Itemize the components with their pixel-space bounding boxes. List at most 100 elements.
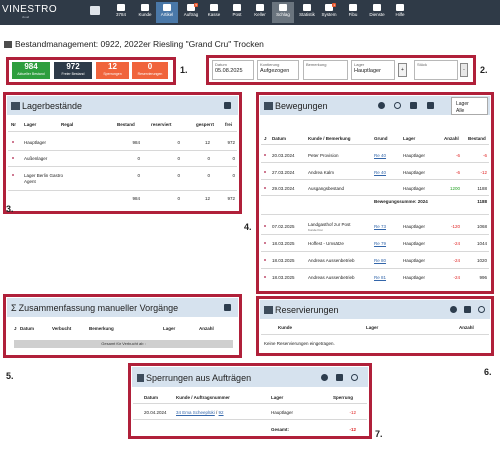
expand-icon[interactable] [336, 374, 343, 381]
nav-label: Kunde [138, 12, 152, 17]
nav-post[interactable]: Post [226, 2, 248, 23]
grund-link[interactable]: Re 73 [374, 224, 387, 229]
divider [8, 166, 237, 167]
col-gesperrt: gesperrt [196, 122, 215, 127]
nav-label: Kasse [207, 12, 221, 17]
stueck-field[interactable]: Stück [414, 60, 458, 80]
chevron-down-icon[interactable] [450, 306, 457, 313]
datum-input[interactable]: 05.08.2025 [215, 68, 243, 74]
expand-icon[interactable] [224, 304, 231, 311]
lager-select[interactable]: Hauptlager [354, 68, 381, 74]
cell-lager: Hauptlager [403, 186, 426, 191]
nav-kasse[interactable]: Kasse [203, 2, 225, 23]
marker-2: 2. [480, 65, 488, 75]
user-icon [141, 4, 149, 11]
layers-icon [264, 102, 273, 110]
print-icon[interactable] [410, 102, 417, 109]
nav-schlag[interactable]: Schlag [272, 2, 294, 23]
chevron-down-icon[interactable] [321, 374, 328, 381]
row-marker [264, 225, 266, 227]
stueck-input[interactable] [415, 67, 457, 68]
cell-bestand: 996 [479, 275, 487, 280]
cell-bestand: 1044 [476, 241, 487, 246]
nav-label: Hilfe [395, 12, 405, 17]
nav-keller[interactable]: Keller [249, 2, 271, 23]
col-lager: Lager [24, 122, 37, 127]
cell-kunde: Andrea Kalm [308, 170, 335, 175]
marker-1: 1. [180, 65, 188, 75]
col-lager: Lager [366, 325, 379, 330]
datum-field[interactable]: Datum 05.08.2025 [212, 60, 254, 80]
empty-message: Keine Reservierungen eingetragen. [264, 341, 335, 346]
collapse-menu-button[interactable] [88, 4, 102, 18]
cell-lager: Hauptlager [403, 275, 426, 280]
grund-link[interactable]: Re 80 [374, 258, 387, 263]
auftrag-link[interactable]: 92 [218, 410, 224, 415]
barrel-icon [256, 4, 264, 11]
menu-icon [90, 6, 100, 15]
cash-register-icon [210, 4, 218, 11]
expand-icon[interactable] [224, 102, 231, 109]
gesamt-label: Gesamt: [271, 427, 290, 432]
grund-link[interactable]: Re 40 [374, 153, 387, 158]
grund-link[interactable]: Re 79 [374, 241, 387, 246]
sperrungen-title: Sperrungen aus Aufträgen [137, 373, 251, 383]
col-anzahl: Anzahl [459, 325, 474, 330]
expand-icon[interactable] [464, 306, 471, 313]
stat-label: Sperrungen [103, 72, 122, 76]
bemerkung-input[interactable] [304, 67, 347, 68]
total-frei: 972 [227, 196, 235, 201]
nav-label: Keller [254, 12, 266, 17]
nav-label: Schlag [276, 12, 290, 17]
cell-datum: 20.03.2024 [272, 153, 295, 158]
kunde-link[interactable]: 34 Ema Scheeplüki [176, 410, 215, 415]
gesamt-value: -12 [349, 427, 356, 432]
nav-system[interactable]: 1 System [318, 2, 340, 23]
kontierung-select[interactable]: Aufgezogen [260, 68, 290, 74]
divider [133, 403, 367, 404]
col-bestand: Bestand [117, 122, 135, 127]
nav-fibu[interactable]: Fibu [342, 2, 364, 23]
cell-kunde: Landgasthof zur Post [308, 222, 351, 227]
col-sperrung: Sperrung [333, 395, 354, 400]
cell-kunde-sub: Kunde Frei [308, 228, 323, 232]
divider [261, 179, 489, 180]
kontierung-field[interactable]: Kontierung Aufgezogen [257, 60, 299, 80]
divider [261, 234, 489, 235]
nav-artikel[interactable]: Artikel [156, 2, 178, 23]
stat-label: Aktueller Bestand [17, 72, 45, 76]
nav-auftrag[interactable]: 5 Auftrag [180, 2, 202, 23]
nav-label: Fibu [348, 12, 358, 17]
lager-filter-button[interactable]: Lager Alle [451, 97, 488, 115]
page-title: Bestandmanagement: 0922, 2022er Riesling… [4, 39, 264, 49]
lager-field[interactable]: Lager Hauptlager [351, 60, 395, 80]
stat-value: 972 [66, 62, 80, 71]
nav-kunde[interactable]: Kunde [134, 2, 156, 23]
gesamt-summary-bar: Gesamt für Verbucht ab : [14, 340, 233, 348]
cell-datum: 29.03.2024 [272, 186, 295, 191]
nav-dienste[interactable]: Dienste [366, 2, 388, 23]
cell-bestand: -6 [482, 153, 487, 158]
bewegungen-header [260, 96, 490, 115]
bemerkung-field[interactable]: Bemerkung [303, 60, 348, 80]
nav-badge: 1 [332, 3, 336, 7]
col-nr: Nr [11, 122, 17, 127]
plus-button[interactable]: + [398, 63, 407, 77]
cell-frei: 0 [232, 156, 235, 161]
col-bemerkung: Bemerkung [89, 326, 114, 331]
expand-icon[interactable] [427, 102, 434, 109]
nav-hilfe[interactable]: Hilfe [389, 2, 411, 23]
nav-statistik[interactable]: Statistik [296, 2, 318, 23]
minus-button[interactable]: - [460, 63, 468, 77]
chevron-down-icon[interactable] [378, 102, 385, 109]
grund-link[interactable]: Re 81 [374, 275, 387, 280]
col-datum: Datum [20, 326, 35, 331]
app-logo[interactable]: VINESTRO [2, 4, 58, 15]
row-marker [264, 242, 266, 244]
search-icon[interactable] [394, 102, 401, 109]
cell-reserviert: 0 [177, 156, 180, 161]
nav-home[interactable]: 3784 [110, 2, 132, 23]
info-icon[interactable] [478, 306, 485, 313]
grund-link[interactable]: Re 40 [374, 170, 387, 175]
info-icon[interactable] [351, 374, 358, 381]
